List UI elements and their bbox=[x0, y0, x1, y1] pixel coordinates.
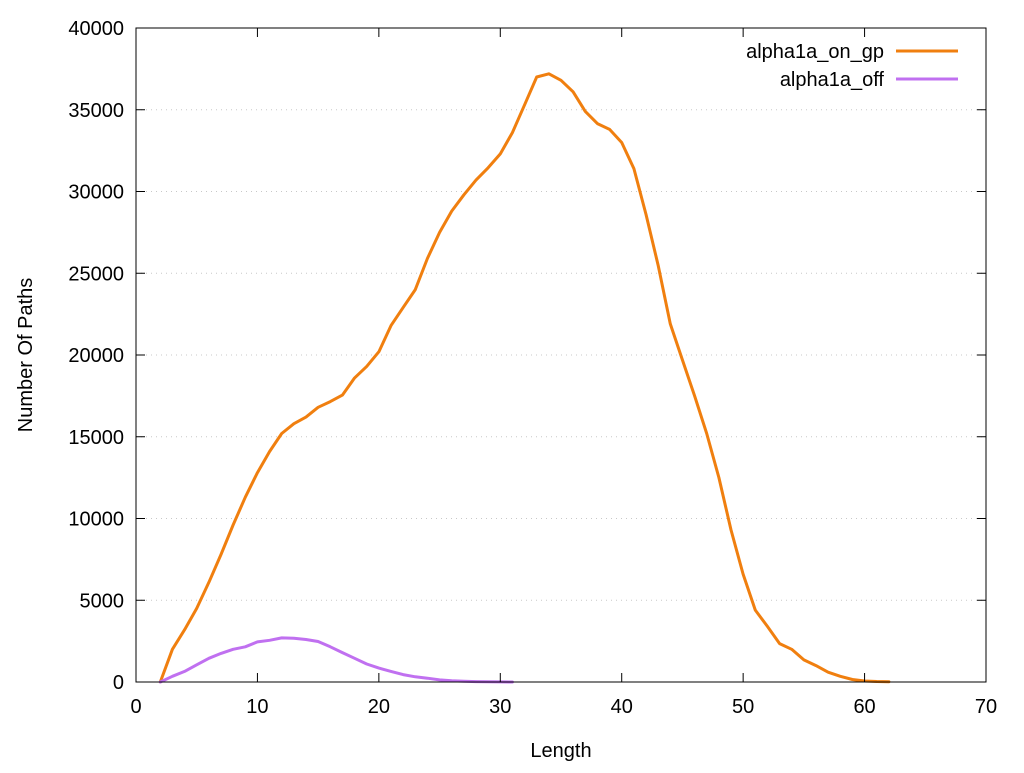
x-tick-label: 20 bbox=[368, 696, 390, 718]
y-tick-label: 40000 bbox=[68, 18, 124, 40]
y-tick-labels: 0 5000 10000 15000 20000 25000 30000 35000 40000 bbox=[68, 18, 124, 694]
series-line-alpha1a_off bbox=[158, 636, 514, 684]
y-tick-label: 5000 bbox=[80, 590, 125, 612]
x-tick-label: 0 bbox=[130, 696, 141, 718]
y-tick-label: 10000 bbox=[68, 509, 124, 531]
x-tick-label: 10 bbox=[246, 696, 268, 718]
x-tick-label: 60 bbox=[853, 696, 875, 718]
x-tick-label: 40 bbox=[611, 696, 633, 718]
y-axis-title: Number Of Paths bbox=[15, 278, 37, 433]
x-tick-label: 30 bbox=[489, 696, 511, 718]
y-tick-label: 35000 bbox=[68, 100, 124, 122]
legend-label: alpha1a_on_gp bbox=[746, 41, 884, 63]
y-tick-label: 25000 bbox=[68, 263, 124, 285]
legend-label: alpha1a_off bbox=[780, 69, 885, 91]
y-tick-label: 15000 bbox=[68, 427, 124, 449]
y-tick-label: 0 bbox=[113, 672, 124, 694]
y-tick-label: 20000 bbox=[68, 345, 124, 367]
grid-lines bbox=[136, 109, 986, 601]
legend: alpha1a_on_gp alpha1a_off bbox=[746, 41, 958, 91]
x-tick-label: 50 bbox=[732, 696, 754, 718]
series-line-alpha1a_on_gp bbox=[158, 72, 891, 684]
y-tick-label: 30000 bbox=[68, 182, 124, 204]
x-axis-title: Length bbox=[530, 740, 591, 762]
x-tick-labels: 0 10 20 30 40 50 60 70 bbox=[130, 696, 997, 718]
axis-ticks bbox=[135, 27, 987, 683]
x-tick-label: 70 bbox=[975, 696, 997, 718]
series-lines bbox=[158, 72, 891, 684]
